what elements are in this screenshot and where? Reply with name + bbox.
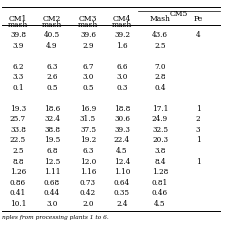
Text: 0.42: 0.42 bbox=[80, 189, 96, 197]
Text: 43.6: 43.6 bbox=[152, 31, 168, 39]
Text: 1: 1 bbox=[196, 158, 200, 166]
Text: 19.5: 19.5 bbox=[44, 136, 60, 144]
Text: 18.8: 18.8 bbox=[114, 105, 130, 113]
Text: 19.3: 19.3 bbox=[10, 105, 26, 113]
Text: 1.16: 1.16 bbox=[80, 168, 96, 176]
Text: 0.4: 0.4 bbox=[154, 84, 166, 92]
Text: CM5: CM5 bbox=[170, 10, 188, 18]
Text: 38.8: 38.8 bbox=[44, 126, 60, 134]
Text: 3: 3 bbox=[196, 126, 200, 134]
Text: 3.9: 3.9 bbox=[12, 42, 24, 50]
Text: 1.28: 1.28 bbox=[152, 168, 168, 176]
Text: 0.64: 0.64 bbox=[114, 179, 130, 187]
Text: 4.5: 4.5 bbox=[116, 147, 128, 155]
Text: 0.35: 0.35 bbox=[114, 189, 130, 197]
Text: CM1: CM1 bbox=[9, 15, 27, 23]
Text: 1.6: 1.6 bbox=[116, 42, 128, 50]
Text: 6.6: 6.6 bbox=[116, 63, 128, 71]
Text: 2.9: 2.9 bbox=[82, 42, 94, 50]
Text: 12.4: 12.4 bbox=[114, 158, 130, 166]
Text: CM3: CM3 bbox=[79, 15, 97, 23]
Text: 39.6: 39.6 bbox=[80, 31, 96, 39]
Text: 22.4: 22.4 bbox=[114, 136, 130, 144]
Text: 6.2: 6.2 bbox=[12, 63, 24, 71]
Text: 32.4: 32.4 bbox=[44, 115, 60, 123]
Text: 8.4: 8.4 bbox=[154, 158, 166, 166]
Text: 1.11: 1.11 bbox=[44, 168, 60, 176]
Text: 31.5: 31.5 bbox=[80, 115, 96, 123]
Text: 0.5: 0.5 bbox=[82, 84, 94, 92]
Text: 39.8: 39.8 bbox=[10, 31, 26, 39]
Text: 37.5: 37.5 bbox=[80, 126, 96, 134]
Text: 18.6: 18.6 bbox=[44, 105, 60, 113]
Text: 2.4: 2.4 bbox=[116, 200, 128, 208]
Text: 8.8: 8.8 bbox=[12, 158, 24, 166]
Text: 1: 1 bbox=[196, 105, 200, 113]
Text: Pe: Pe bbox=[193, 15, 203, 23]
Text: 25.7: 25.7 bbox=[10, 115, 26, 123]
Text: 39.2: 39.2 bbox=[114, 31, 130, 39]
Text: 2.0: 2.0 bbox=[82, 200, 94, 208]
Text: 12.0: 12.0 bbox=[80, 158, 96, 166]
Text: 39.3: 39.3 bbox=[114, 126, 130, 134]
Text: 2.8: 2.8 bbox=[154, 73, 166, 81]
Text: 0.44: 0.44 bbox=[44, 189, 60, 197]
Text: Mash: Mash bbox=[149, 15, 171, 23]
Text: 0.5: 0.5 bbox=[46, 84, 58, 92]
Text: 30.6: 30.6 bbox=[114, 115, 130, 123]
Text: 12.5: 12.5 bbox=[44, 158, 60, 166]
Text: 24.9: 24.9 bbox=[152, 115, 168, 123]
Text: mash: mash bbox=[112, 21, 132, 29]
Text: 0.81: 0.81 bbox=[152, 179, 168, 187]
Text: 0.73: 0.73 bbox=[80, 179, 96, 187]
Text: 16.9: 16.9 bbox=[80, 105, 96, 113]
Text: 7.0: 7.0 bbox=[154, 63, 166, 71]
Text: 4.5: 4.5 bbox=[154, 200, 166, 208]
Text: 6.3: 6.3 bbox=[82, 147, 94, 155]
Text: 2.5: 2.5 bbox=[12, 147, 24, 155]
Text: 4.9: 4.9 bbox=[46, 42, 58, 50]
Text: 32.5: 32.5 bbox=[152, 126, 168, 134]
Text: 3.0: 3.0 bbox=[116, 73, 128, 81]
Text: 2.5: 2.5 bbox=[154, 42, 166, 50]
Text: 17.1: 17.1 bbox=[152, 105, 168, 113]
Text: 19.2: 19.2 bbox=[80, 136, 96, 144]
Text: nples from processing plants 1 to 6.: nples from processing plants 1 to 6. bbox=[2, 215, 109, 220]
Text: 2.6: 2.6 bbox=[46, 73, 58, 81]
Text: 3.8: 3.8 bbox=[154, 147, 166, 155]
Text: 33.8: 33.8 bbox=[10, 126, 26, 134]
Text: 0.3: 0.3 bbox=[116, 84, 128, 92]
Text: 40.5: 40.5 bbox=[44, 31, 60, 39]
Text: 22.5: 22.5 bbox=[10, 136, 26, 144]
Text: 6.7: 6.7 bbox=[82, 63, 94, 71]
Text: 1.26: 1.26 bbox=[10, 168, 26, 176]
Text: CM4: CM4 bbox=[113, 15, 131, 23]
Text: mash: mash bbox=[42, 21, 62, 29]
Text: mash: mash bbox=[78, 21, 98, 29]
Text: 0.1: 0.1 bbox=[12, 84, 24, 92]
Text: 0.46: 0.46 bbox=[152, 189, 168, 197]
Text: 1.10: 1.10 bbox=[114, 168, 130, 176]
Text: 3.0: 3.0 bbox=[46, 200, 58, 208]
Text: 0.86: 0.86 bbox=[10, 179, 26, 187]
Text: mash: mash bbox=[8, 21, 28, 29]
Text: 0.68: 0.68 bbox=[44, 179, 60, 187]
Text: 3.0: 3.0 bbox=[82, 73, 94, 81]
Text: 10.1: 10.1 bbox=[10, 200, 26, 208]
Text: 0.41: 0.41 bbox=[10, 189, 26, 197]
Text: 6.8: 6.8 bbox=[46, 147, 58, 155]
Text: 20.3: 20.3 bbox=[152, 136, 168, 144]
Text: 4: 4 bbox=[196, 31, 200, 39]
Text: 3.3: 3.3 bbox=[12, 73, 24, 81]
Text: CM2: CM2 bbox=[43, 15, 61, 23]
Text: 6.3: 6.3 bbox=[46, 63, 58, 71]
Text: 2: 2 bbox=[196, 115, 200, 123]
Text: 1: 1 bbox=[196, 136, 200, 144]
